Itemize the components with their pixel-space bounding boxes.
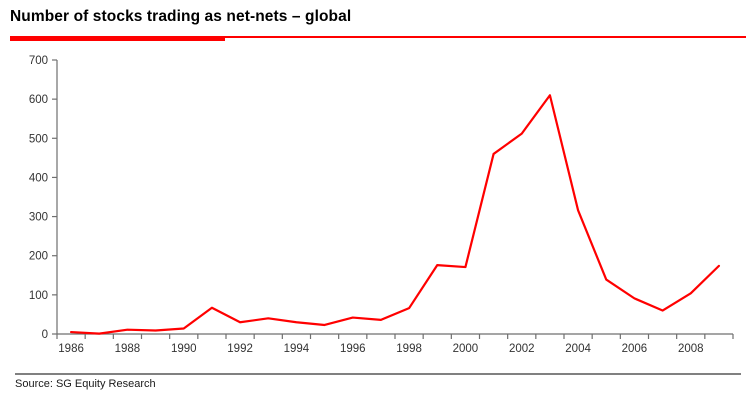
x-axis-label: 2006 [622,343,648,355]
x-axis-label: 1996 [340,343,366,355]
data-line-series [69,94,721,335]
y-axis-label: 400 [29,172,48,184]
chart-title: Number of stocks trading as net-nets – g… [10,8,352,25]
x-axis-label: 2004 [565,343,591,355]
x-axis-label: 2002 [509,343,535,355]
x-axis-label: 1988 [115,343,141,355]
x-axis-label: 2000 [453,343,479,355]
y-axis-label: 700 [29,55,48,67]
chart-header: Number of stocks trading as net-nets – g… [10,8,746,26]
title-accent-bar-thin [225,36,746,38]
x-axis-label: 1992 [227,343,253,355]
y-axis-label: 0 [42,329,48,341]
y-axis-label: 200 [29,251,48,263]
title-accent-bar-thick [10,36,225,41]
source-text: Source: SG Equity Research [15,378,156,390]
title-underline [10,36,746,41]
x-axis-label: 1986 [58,343,84,355]
x-axis-label: 1994 [284,343,310,355]
x-axis-label: 1990 [171,343,197,355]
y-axis-label: 500 [29,133,48,145]
x-axis-label: 1998 [396,343,422,355]
y-axis-label: 300 [29,212,48,224]
y-axis-label: 100 [29,290,48,302]
footer-divider-line [15,373,741,375]
x-axis-label: 2008 [678,343,704,355]
y-axis-label: 600 [29,94,48,106]
